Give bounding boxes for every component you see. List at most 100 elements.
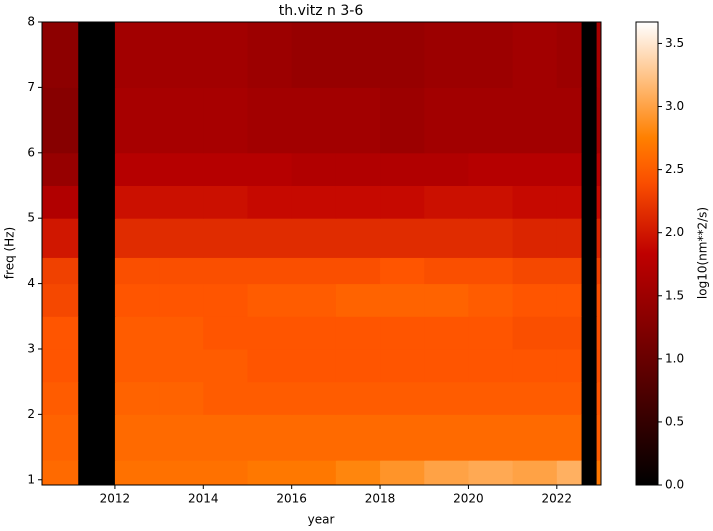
colorbar-tick-label: 3.5 <box>665 36 684 50</box>
heatmap-cell <box>424 283 469 317</box>
heatmap-cell <box>247 87 293 154</box>
heatmap-cell <box>556 316 583 350</box>
heatmap-cell <box>114 460 160 486</box>
heatmap-cell <box>596 381 602 415</box>
heatmap-cell <box>556 87 583 154</box>
heatmap-cell <box>203 185 248 219</box>
heatmap-cell <box>512 381 558 415</box>
heatmap-cell <box>78 460 116 486</box>
heatmap-cell <box>556 257 583 285</box>
heatmap-cell <box>78 22 116 88</box>
heatmap-cell <box>556 185 583 219</box>
heatmap-cell <box>247 152 293 186</box>
heatmap-cell <box>42 283 79 317</box>
heatmap-cell <box>42 316 79 350</box>
x-tick-label: 2014 <box>188 492 219 506</box>
y-tick-label: 8 <box>27 15 35 29</box>
heatmap-cell <box>581 316 598 350</box>
heatmap-cell <box>512 414 558 461</box>
heatmap-cell <box>203 218 248 258</box>
heatmap-cell <box>159 283 204 317</box>
heatmap-cell <box>468 185 514 219</box>
heatmap-cell <box>203 381 248 415</box>
heatmap-cell <box>380 414 425 461</box>
heatmap-cell <box>380 218 425 258</box>
heatmap-cell <box>335 22 381 88</box>
heatmap-cell <box>42 87 79 154</box>
heatmap-cell <box>335 257 381 285</box>
chart-title: th.vitz n 3-6 <box>279 3 364 19</box>
heatmap-cell <box>581 218 598 258</box>
heatmap-cell <box>291 87 337 154</box>
plot-frame <box>41 21 602 486</box>
heatmap-cell <box>159 218 204 258</box>
heatmap-cell <box>159 460 204 486</box>
heatmap-cell <box>78 87 116 154</box>
heatmap-cell <box>581 22 598 88</box>
heatmap-cell <box>424 460 469 486</box>
heatmap-cell <box>556 283 583 317</box>
heatmap-cell <box>424 218 469 258</box>
heatmap-cell <box>468 87 514 154</box>
heatmap-cell <box>512 316 558 350</box>
heatmap-cell <box>581 460 598 486</box>
heatmap-cell <box>203 22 248 88</box>
heatmap-cell <box>78 257 116 285</box>
heatmap-cell <box>468 381 514 415</box>
y-tick-label: 4 <box>27 276 35 290</box>
heatmap-cell <box>114 22 160 88</box>
heatmap-cell <box>468 22 514 88</box>
heatmap-cell <box>335 316 381 350</box>
heatmap-cell <box>159 257 204 285</box>
colorbar-tick-label: 1.5 <box>665 288 684 302</box>
heatmap-cell <box>556 460 583 486</box>
heatmap-cell <box>203 460 248 486</box>
heatmap-cell <box>78 283 116 317</box>
heatmap-cell <box>581 87 598 154</box>
heatmap-cell <box>247 348 293 383</box>
heatmap-cell <box>159 381 204 415</box>
y-tick-label: 7 <box>27 80 35 94</box>
x-axis-label: year <box>308 513 335 527</box>
heatmap-cell <box>78 381 116 415</box>
heatmap-cell <box>114 381 160 415</box>
heatmap-cell <box>247 22 293 88</box>
colorbar-label: log10(nm**2/s) <box>696 207 710 299</box>
heatmap-cell <box>114 152 160 186</box>
heatmap-cell <box>512 348 558 383</box>
y-axis-label: freq (Hz) <box>3 227 17 279</box>
heatmap-cell <box>512 22 558 88</box>
y-tick-label: 1 <box>27 472 35 486</box>
heatmap-cell <box>581 348 598 383</box>
heatmap-cell <box>380 185 425 219</box>
heatmap-cell <box>335 218 381 258</box>
heatmap-cell <box>581 257 598 285</box>
heatmap-cell <box>596 460 602 486</box>
heatmap-cell <box>291 152 337 186</box>
y-tick-label: 2 <box>27 407 35 421</box>
heatmap-cell <box>291 348 337 383</box>
x-tick-label: 2016 <box>276 492 307 506</box>
heatmap-cell <box>78 348 116 383</box>
heatmap-cell <box>468 218 514 258</box>
heatmap-cell <box>159 348 204 383</box>
heatmap-cell <box>42 218 79 258</box>
heatmap-cell <box>203 257 248 285</box>
heatmap-cell <box>247 316 293 350</box>
heatmap-cell <box>114 348 160 383</box>
heatmap-cell <box>78 414 116 461</box>
heatmap-cell <box>380 257 425 285</box>
heatmap-cell <box>596 22 602 88</box>
heatmap-cell <box>596 152 602 186</box>
heatmap-cell <box>596 185 602 219</box>
heatmap-cell <box>291 414 337 461</box>
heatmap-cell <box>114 257 160 285</box>
heatmap-cell <box>380 460 425 486</box>
x-tick-label: 2020 <box>453 492 484 506</box>
heatmap-cell <box>247 283 293 317</box>
heatmap-cell <box>42 381 79 415</box>
heatmap-cell <box>42 348 79 383</box>
heatmap-cell <box>78 218 116 258</box>
y-tick-label: 6 <box>27 145 35 159</box>
